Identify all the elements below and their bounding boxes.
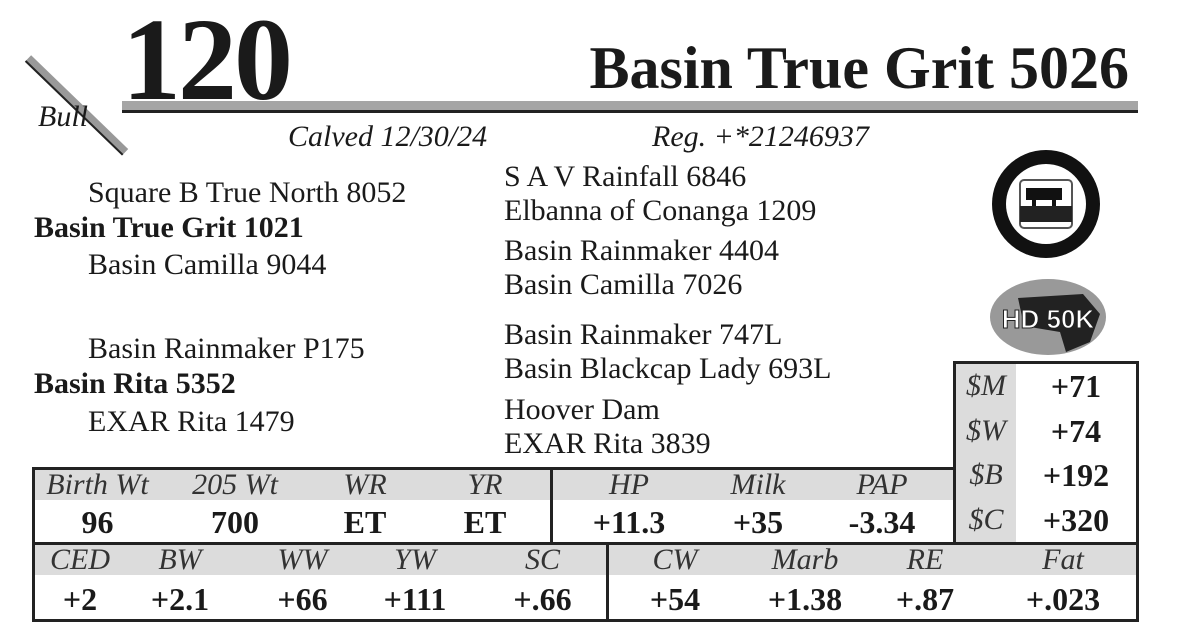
performance-value: 700 — [211, 504, 259, 540]
lot-number: 120 — [122, 0, 293, 125]
epd-value: +.66 — [513, 581, 572, 617]
epd-value: +2.1 — [150, 581, 210, 617]
epd-label: SC — [480, 545, 605, 575]
animal-name: Basin True Grit 5026 — [589, 35, 1129, 101]
sd-dam: Basin Camilla 7026 — [504, 268, 743, 301]
epd-label: Fat — [990, 545, 1136, 575]
index-value: +74 — [1050, 412, 1102, 449]
certified-angus-beef-logo — [992, 150, 1100, 258]
performance-label: PAP — [812, 470, 952, 500]
registration-number: Reg. +*21246937 — [652, 120, 869, 153]
index-label: $W — [956, 408, 1016, 453]
index-value: +192 — [1042, 457, 1110, 493]
dd-dam: EXAR Rita 3839 — [504, 427, 711, 460]
dam-sire: Basin Rainmaker P175 — [88, 332, 365, 365]
calved-date: Calved 12/30/24 — [288, 120, 488, 153]
epd-label: CED — [35, 545, 125, 575]
hd50k-logo: HD 50K — [990, 279, 1106, 355]
index-label: $M — [956, 364, 1016, 408]
ds-sire: Basin Rainmaker 747L — [504, 318, 783, 351]
epd-value: +.023 — [1025, 581, 1101, 617]
epd-value: +111 — [383, 581, 447, 617]
performance-value: 96 — [81, 504, 114, 540]
epd-divider — [606, 545, 609, 620]
performance-value: +35 — [732, 504, 784, 540]
index-label: $C — [956, 497, 1016, 542]
epd-value: +2 — [62, 581, 98, 617]
dam-dam: EXAR Rita 1479 — [88, 405, 295, 438]
performance-label: WR — [310, 470, 420, 500]
performance-value: -3.34 — [848, 504, 916, 540]
header-rule — [122, 101, 1138, 113]
epd-label: BW — [125, 545, 235, 575]
performance-label: Milk — [704, 470, 812, 500]
sd-sire: Basin Rainmaker 4404 — [504, 234, 779, 267]
index-value: +320 — [1042, 501, 1110, 538]
epd-label: CW — [610, 545, 740, 575]
epd-label: Marb — [740, 545, 870, 575]
hd50k-text: HD 50K — [1002, 304, 1095, 334]
dam: Basin Rita 5352 — [34, 367, 236, 400]
performance-value: +11.3 — [592, 504, 666, 540]
epd-value: +.87 — [895, 581, 955, 617]
epd-label: RE — [870, 545, 980, 575]
index-label: $B — [956, 453, 1016, 497]
sire: Basin True Grit 1021 — [34, 211, 304, 244]
ds-dam: Basin Blackcap Lady 693L — [504, 352, 832, 385]
index-value: +71 — [1050, 368, 1102, 404]
epd-label: WW — [240, 545, 365, 575]
epd-value: +54 — [649, 581, 701, 617]
epd-value: +1.38 — [767, 581, 843, 617]
dd-sire: Hoover Dam — [504, 393, 660, 426]
sex-label: Bull — [38, 100, 88, 133]
performance-value: ET — [343, 504, 387, 540]
sire-dam: Basin Camilla 9044 — [88, 248, 327, 281]
performance-label: Birth Wt — [35, 470, 160, 500]
performance-label: 205 Wt — [160, 470, 310, 500]
ss-sire: S A V Rainfall 6846 — [504, 160, 747, 193]
epd-label: YW — [360, 545, 470, 575]
performance-divider — [550, 470, 553, 543]
performance-value: ET — [463, 504, 507, 540]
sire-sire: Square B True North 8052 — [88, 176, 407, 209]
ss-dam: Elbanna of Conanga 1209 — [504, 194, 817, 227]
epd-value: +66 — [277, 581, 328, 617]
performance-label: HP — [554, 470, 704, 500]
performance-label: YR — [420, 470, 550, 500]
